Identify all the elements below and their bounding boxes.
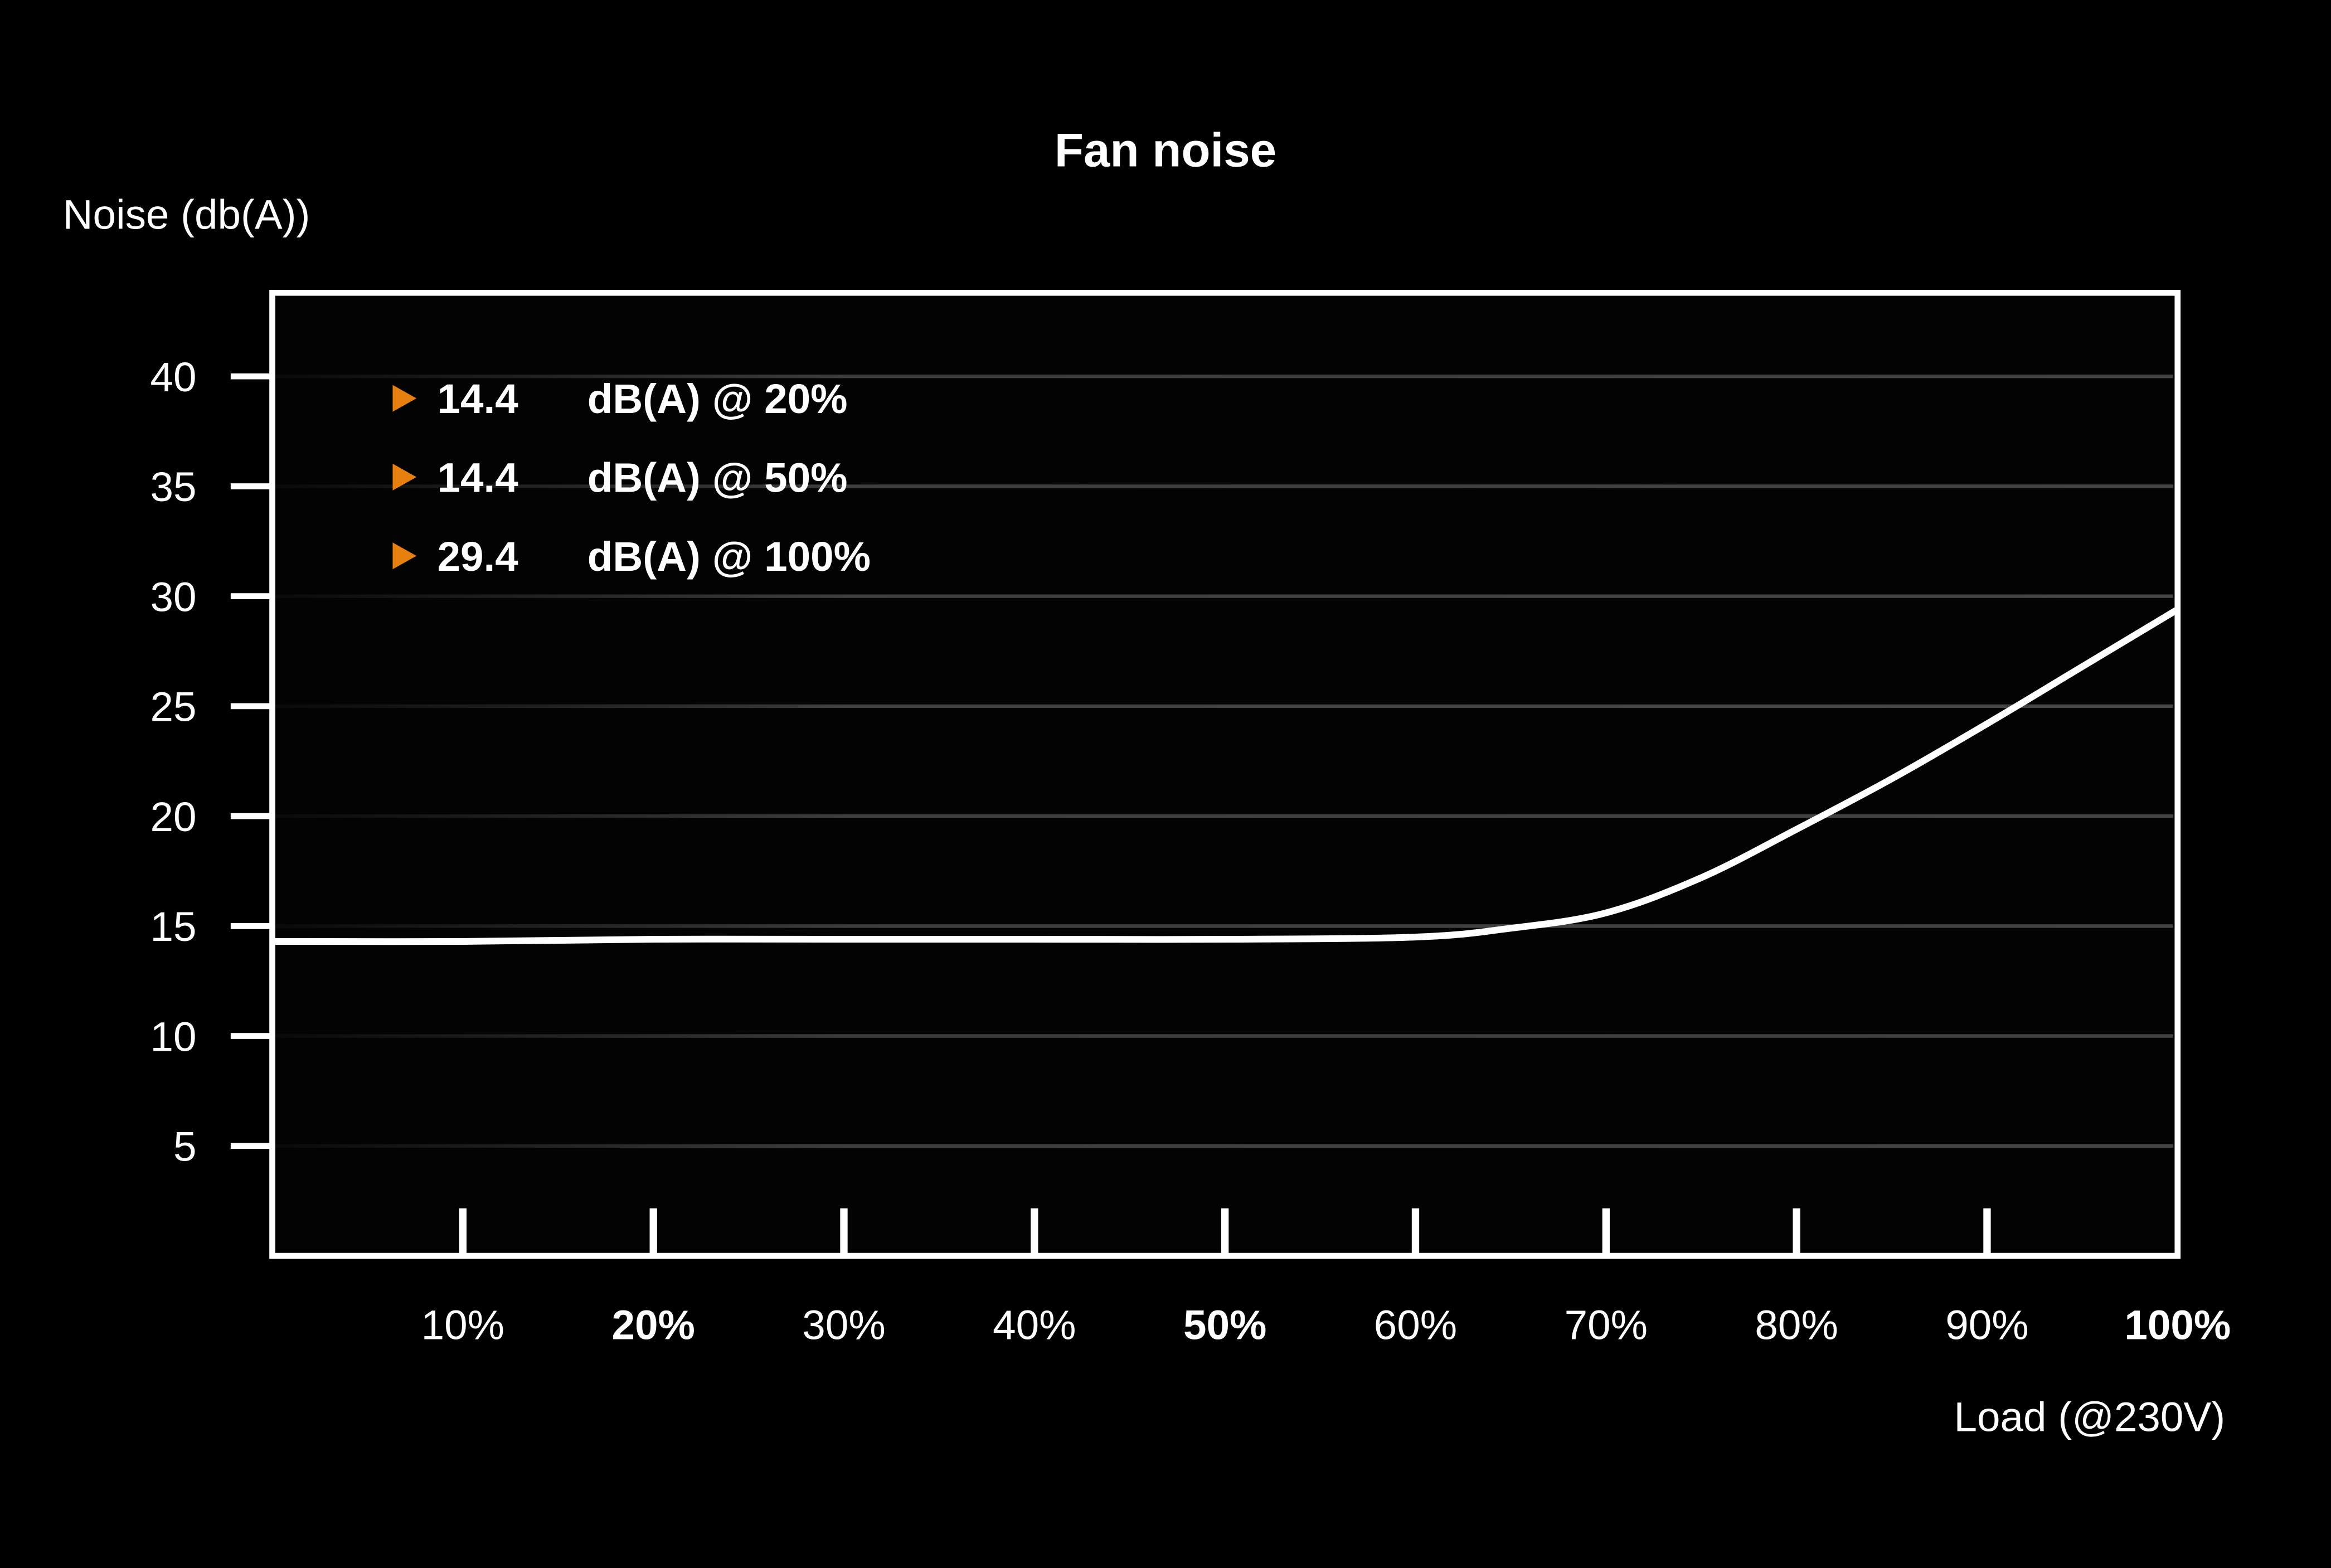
- annotation-value: 29.4: [437, 533, 518, 580]
- x-tick-label: 80%: [1755, 1301, 1838, 1348]
- gridline: [275, 814, 2173, 818]
- x-tick-label: 50%: [1183, 1301, 1266, 1348]
- x-tick-label: 30%: [802, 1301, 885, 1348]
- annotations: 14.4 dB(A) @ 20% 14.4 dB(A) @ 50% 29.4 dB(A) …: [392, 375, 871, 580]
- x-tick-label: 20%: [611, 1301, 695, 1348]
- gridline: [275, 704, 2173, 708]
- y-tick-label: 40: [150, 353, 197, 400]
- x-tick-label: 70%: [1565, 1301, 1648, 1348]
- x-tick-label: 10%: [421, 1301, 504, 1348]
- annotation-text: dB(A) @ 50%: [587, 454, 848, 501]
- gridline: [275, 1034, 2173, 1038]
- gridline: [275, 1144, 2173, 1148]
- gridline: [275, 594, 2173, 598]
- noise-curve: [272, 606, 2179, 945]
- y-tick-label: 10: [150, 1013, 197, 1060]
- y-tick-label: 35: [150, 463, 197, 510]
- x-axis-label: Load (@230V): [1954, 1394, 2226, 1440]
- y-axis-label: Noise (db(A)): [63, 191, 310, 238]
- x-tick-label: 100%: [2124, 1301, 2231, 1348]
- chart-title: Fan noise: [1055, 124, 1276, 177]
- x-tick-label: 60%: [1374, 1301, 1457, 1348]
- annotation-text: dB(A) @ 100%: [587, 533, 871, 580]
- y-tick-label: 30: [150, 573, 197, 620]
- annotation-value: 14.4: [437, 454, 518, 501]
- orange-triangle-marker-icon: [392, 385, 417, 412]
- y-tick-label: 15: [150, 903, 197, 950]
- x-axis-ticks: 10% 20% 30% 40% 50% 60% 70% 80% 90% 100%: [421, 1208, 2231, 1348]
- x-tick-label: 40%: [993, 1301, 1076, 1348]
- x-tick-label: 90%: [1945, 1301, 2028, 1348]
- gridlines: [275, 374, 2173, 1148]
- y-tick-label: 5: [173, 1123, 197, 1169]
- orange-triangle-marker-icon: [392, 463, 417, 491]
- y-tick-label: 25: [150, 683, 197, 730]
- plot-frame: [269, 289, 2181, 1259]
- y-axis-ticks: 5 10 15 20 25 30 35 40: [150, 353, 273, 1169]
- gridline: [275, 484, 2173, 488]
- plot-area: [272, 293, 2178, 1256]
- annotation-text: dB(A) @ 20%: [587, 375, 848, 422]
- annotation-value: 14.4: [437, 375, 518, 422]
- gridline: [275, 374, 2173, 378]
- y-tick-label: 20: [150, 793, 197, 840]
- gridline: [275, 924, 2173, 928]
- orange-triangle-marker-icon: [392, 542, 417, 570]
